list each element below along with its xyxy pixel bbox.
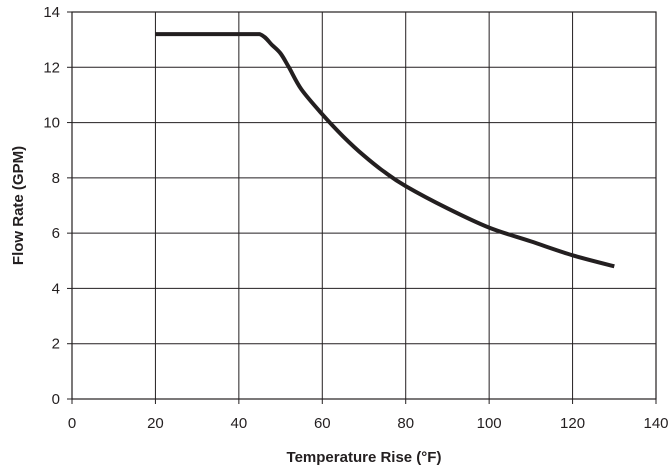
y-tick-label: 6 [52, 225, 60, 242]
gridlines [71, 11, 657, 400]
series-layer [155, 32, 615, 269]
x-tick-label: 40 [231, 415, 248, 432]
y-tick-label: 8 [52, 170, 60, 187]
x-tick-label: 80 [397, 415, 414, 432]
x-tick-label: 0 [68, 415, 76, 432]
x-tick-label: 100 [477, 415, 502, 432]
y-tick-label: 14 [43, 4, 60, 21]
y-axis-ticks: 0 2 4 6 8 10 12 14 [43, 4, 72, 408]
flow-rate-series-line [155, 32, 615, 269]
x-tick-label: 120 [560, 415, 585, 432]
x-tick-label: 60 [314, 415, 331, 432]
y-tick-label: 4 [52, 280, 60, 297]
y-tick-label: 2 [52, 336, 60, 353]
y-tick-label: 10 [43, 115, 60, 132]
x-axis-title: Temperature Rise (°F) [287, 449, 442, 466]
y-tick-label: 0 [52, 391, 60, 408]
y-axis-title: Flow Rate (GPM) [10, 146, 27, 265]
y-tick-label: 12 [43, 59, 60, 76]
x-tick-label: 140 [643, 415, 668, 432]
plot-area-frame [71, 11, 657, 400]
x-axis-ticks: 0 20 40 60 80 100 120 140 [68, 399, 669, 432]
x-tick-label: 20 [147, 415, 164, 432]
